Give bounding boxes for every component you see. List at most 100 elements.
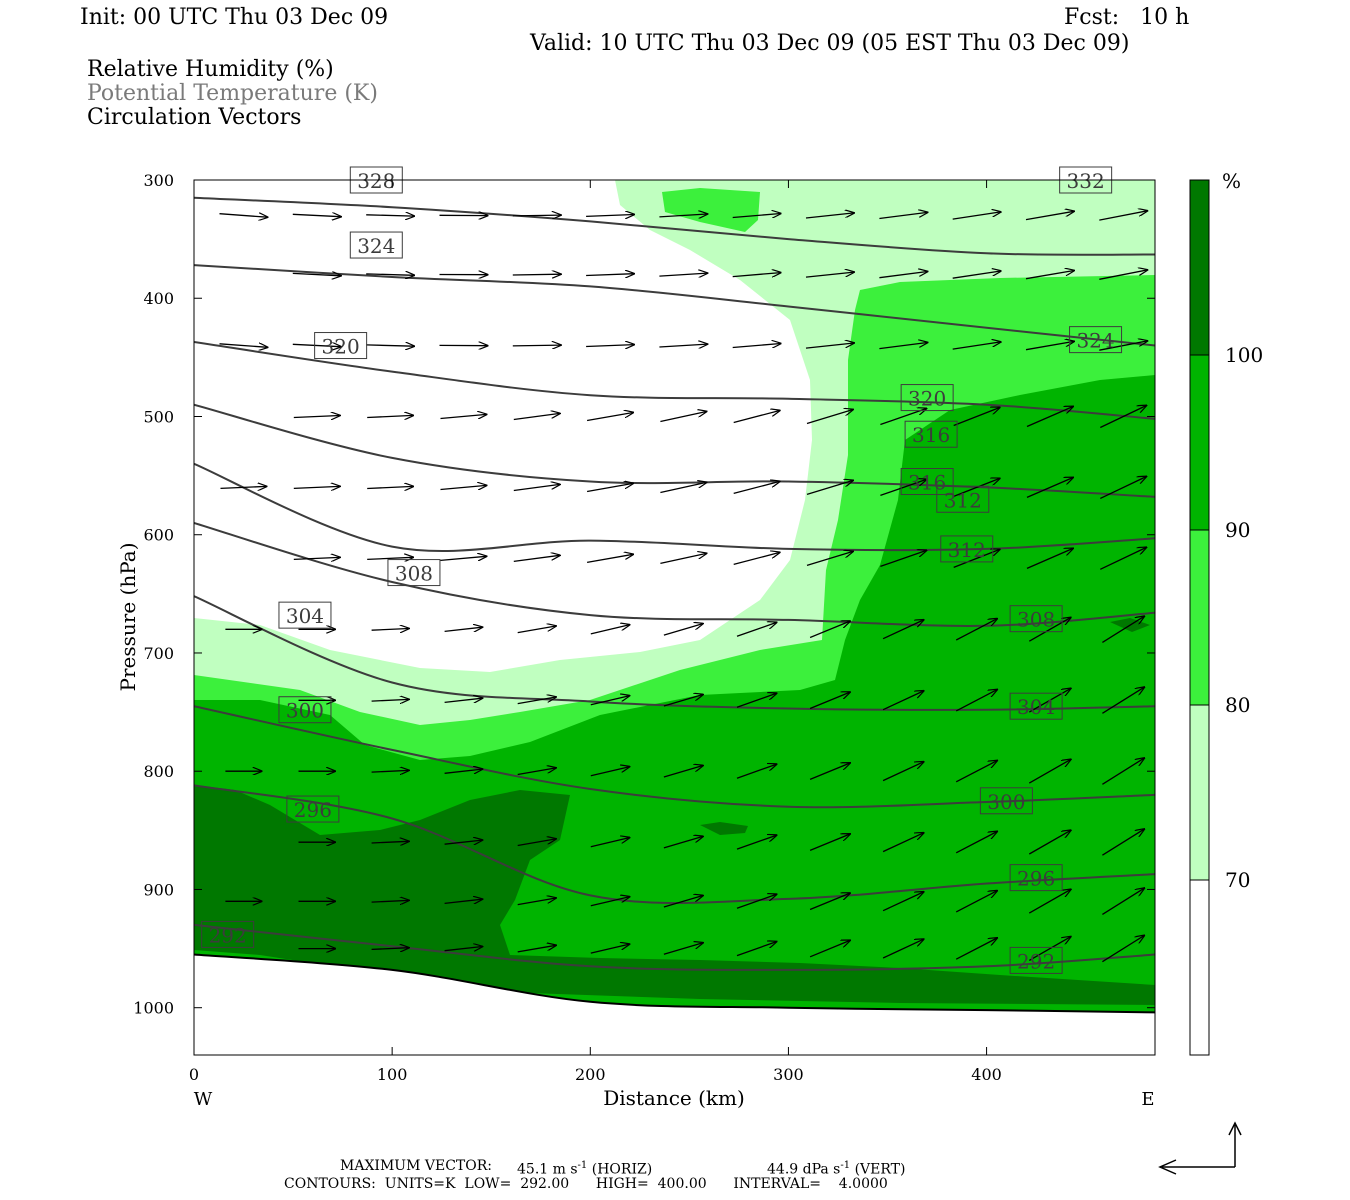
theta-label-east-300: 300 (979, 787, 1033, 815)
circulation-vector (1026, 478, 1073, 498)
theta-contour-300 (194, 705, 1155, 809)
theta-label-312: 312 (936, 485, 990, 513)
horiz-tag: (HORIZ) (591, 1161, 653, 1178)
circulation-vector (444, 947, 483, 951)
circulation-vector (1100, 477, 1146, 499)
circulation-vector (517, 898, 556, 906)
circulation-vector (586, 345, 634, 347)
svg-text:312: 312 (944, 488, 982, 512)
theta-contour-312 (194, 462, 1155, 552)
circulation-vector (220, 486, 267, 488)
circulation-vector (444, 627, 483, 631)
theta-contour-304 (194, 595, 1155, 711)
circulation-vector (366, 215, 414, 216)
circulation-vector (586, 215, 634, 217)
circulation-vector (1026, 548, 1073, 569)
circulation-vector (512, 274, 561, 275)
circulation-vector (659, 214, 707, 217)
circulation-vector (367, 415, 413, 417)
svg-text:320: 320 (322, 335, 360, 359)
circulation-vector (1099, 211, 1147, 221)
circulation-vector (806, 551, 853, 567)
circulation-vector (292, 214, 341, 216)
circulation-vector (882, 620, 924, 640)
circulation-vector (366, 274, 414, 275)
svg-text:296: 296 (294, 798, 332, 822)
circulation-vector (955, 761, 997, 783)
theta-contour-308 (194, 521, 1155, 627)
y-tick-label: 900 (143, 880, 174, 899)
theta-label-east-296: 296 (1009, 864, 1063, 892)
colorbar: % 100 90 80 70 (1189, 169, 1263, 1056)
west-label: W (194, 1089, 213, 1110)
circulation-vector (590, 944, 630, 954)
circulation-vector (1028, 889, 1070, 914)
circulation-vector (882, 691, 924, 711)
circulation-vector (732, 273, 781, 277)
circulation-vector (882, 762, 924, 782)
circulation-vector (1028, 937, 1070, 961)
circulation-vector (366, 345, 414, 346)
circulation-vector (882, 939, 924, 959)
max-vector-label: MAXIMUM VECTOR: (340, 1158, 492, 1174)
circulation-vector (440, 414, 487, 418)
circulation-vector (517, 839, 556, 847)
circulation-vector (809, 940, 850, 958)
circulation-vector (444, 698, 483, 702)
circulation-vector (806, 480, 853, 496)
circulation-vector (586, 483, 633, 493)
circulation-vector (736, 835, 777, 850)
circulation-vector (952, 342, 1001, 350)
y-tick-label: 700 (143, 644, 174, 663)
circulation-vector-layer (219, 211, 1148, 963)
theta-contour-labels: 328 3323243243203203163163123123083083043… (201, 166, 1123, 974)
colorbar-band-90 (1190, 355, 1209, 530)
vert-tag: (VERT) (854, 1161, 906, 1178)
circulation-vector (590, 897, 630, 907)
svg-text:324: 324 (1076, 329, 1114, 353)
below-ground-mask (194, 954, 1155, 1055)
circulation-vector (1100, 406, 1146, 429)
circulation-vector (517, 945, 556, 953)
circulation-vector (590, 838, 630, 848)
circulation-vector (1025, 341, 1074, 351)
circulation-vector (517, 626, 556, 634)
colorbar-band-lt70 (1190, 880, 1209, 1055)
theta-label-324: 324 (349, 231, 403, 259)
max-vector-vert-value: 44.9 dPa s (767, 1161, 841, 1178)
circulation-vector (952, 271, 1001, 279)
circulation-vector (371, 699, 409, 701)
theta-label-east-316: 316 (900, 468, 954, 496)
svg-text:308: 308 (395, 562, 433, 586)
svg-text:308: 308 (1017, 608, 1055, 632)
circulation-vector (1025, 271, 1074, 280)
theta-label-292: 292 (201, 920, 255, 948)
max-vector-horiz-value: 45.1 m s (517, 1161, 578, 1178)
circulation-vector (879, 212, 927, 220)
circulation-vector (586, 274, 634, 276)
circulation-vector (1100, 547, 1146, 570)
x-tick-label: 200 (575, 1065, 606, 1084)
svg-text:296: 296 (1017, 867, 1055, 891)
circulation-vector (663, 896, 703, 908)
circulation-vector (1028, 830, 1070, 855)
circulation-vector (953, 408, 1000, 427)
theta-label-east-308: 308 (1009, 605, 1063, 633)
vert-unit-exponent: -1 (840, 1160, 851, 1171)
svg-text:328: 328 (357, 169, 395, 193)
circulation-vector (809, 834, 850, 852)
theta-label-300: 300 (278, 696, 332, 724)
x-tick-label: 300 (773, 1065, 804, 1084)
forecast-hour: Fcst: 10 h (1064, 5, 1190, 30)
circulation-vector (880, 479, 926, 497)
circulation-vector (1102, 936, 1144, 963)
circulation-vector (733, 481, 780, 495)
svg-text:304: 304 (286, 604, 324, 628)
circulation-vector (805, 213, 854, 219)
circulation-vector (1099, 341, 1147, 351)
x-axis-label: Distance (km) (603, 1086, 745, 1110)
theta-label-east-324: 324 (1069, 326, 1123, 354)
circulation-vector (663, 836, 703, 849)
y-tick-label: 1000 (133, 999, 174, 1018)
rh-region-100 (194, 618, 1155, 1005)
